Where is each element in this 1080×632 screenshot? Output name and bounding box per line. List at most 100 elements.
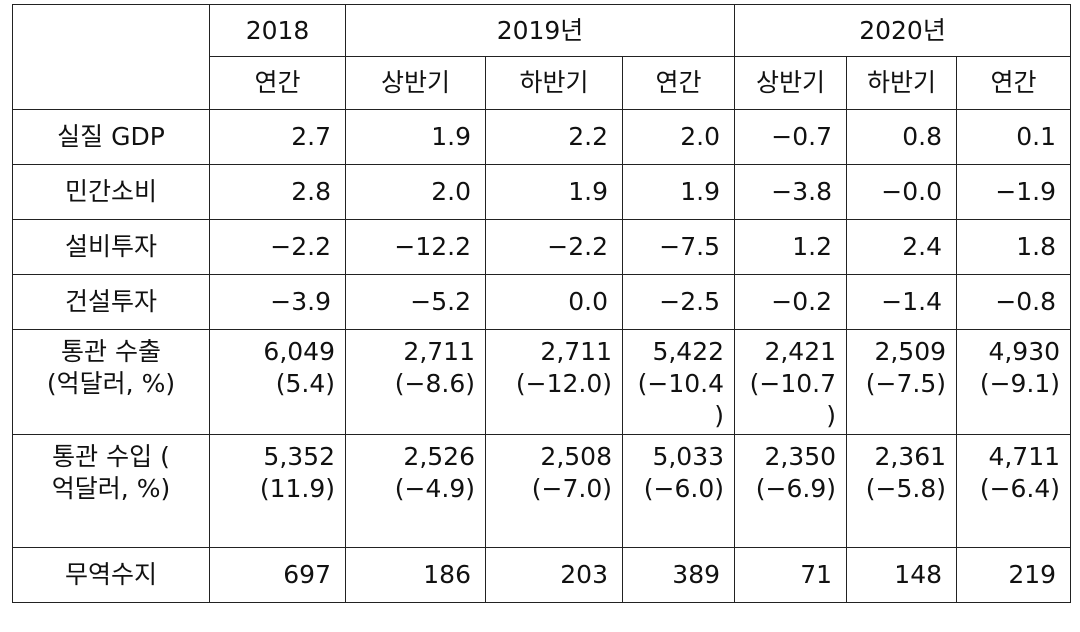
value-line: 186	[423, 560, 471, 589]
value-line: −0.0	[881, 177, 943, 206]
period-header: 연간	[209, 56, 346, 110]
value-cell: −5.2	[345, 274, 486, 330]
value-cell: 2,421 (−10.7)	[734, 329, 848, 435]
value-cell: 0.1	[956, 109, 1072, 165]
value-cell: −3.9	[209, 274, 346, 330]
value-cell: 4,711 (−6.4)	[956, 434, 1072, 548]
value-line: 219	[1008, 560, 1057, 589]
value-cell: 2.0	[621, 109, 736, 165]
value-cell: 2.0	[345, 164, 486, 220]
value-line: 2.0	[431, 177, 471, 206]
value-line: 697	[283, 560, 331, 589]
value-cell: 6,049 (5.4)	[209, 329, 346, 435]
value-cell: −0.0	[846, 164, 958, 220]
value-cell: 2,361 (−5.8)	[846, 434, 958, 548]
row-label-line: 실질 GDP	[57, 122, 165, 151]
value-cell: 71	[734, 547, 848, 603]
value-line: (−10.7	[749, 369, 837, 398]
value-cell: 2,711 (−12.0)	[485, 329, 623, 435]
value-line: −3.9	[270, 287, 331, 316]
corner-cell	[12, 4, 210, 110]
row-label: 건설투자	[12, 274, 210, 330]
value-line: )	[714, 401, 725, 430]
value-line: 2.0	[680, 122, 721, 151]
value-cell: −1.4	[846, 274, 958, 330]
value-cell: 2.7	[209, 109, 346, 165]
value-line: 1.2	[792, 232, 833, 261]
row-label-line: (억달러, %)	[46, 369, 176, 398]
row-label-line: 통관 수출	[61, 337, 161, 366]
value-line: 1.9	[568, 177, 608, 206]
period-header: 하반기	[846, 56, 958, 110]
value-cell: 0.0	[485, 274, 623, 330]
value-cell: 2,350 (−6.9)	[734, 434, 848, 548]
table-body: 실질 GDP 2.7 1.9 2.2 2.0 −0.7 0.8 0.1 민간소비 2.8 2.0 1.…	[12, 109, 1072, 603]
value-cell: 5,352 (11.9)	[209, 434, 346, 548]
value-line: −7.5	[659, 232, 721, 261]
value-cell: 186	[345, 547, 486, 603]
value-line: (−9.1)	[979, 369, 1061, 398]
value-line: 2,711	[540, 337, 612, 366]
value-cell: 0.8	[846, 109, 958, 165]
value-cell: −1.9	[956, 164, 1072, 220]
row-label-line: 억달러, %)	[51, 474, 171, 503]
value-line: −3.8	[771, 177, 833, 206]
value-line: 5,422	[652, 337, 725, 366]
value-cell: 2.2	[485, 109, 623, 165]
value-line: 2.8	[291, 177, 331, 206]
table-row: 실질 GDP 2.7 1.9 2.2 2.0 −0.7 0.8 0.1	[12, 109, 1072, 165]
value-line: 5,033	[652, 442, 725, 471]
period-header: 연간	[621, 56, 736, 110]
value-line: (−7.0)	[531, 474, 612, 503]
value-line: −0.8	[995, 287, 1057, 316]
value-line: 71	[800, 560, 833, 589]
value-line: 203	[560, 560, 608, 589]
period-header: 하반기	[485, 56, 623, 110]
value-line: (−10.4	[637, 369, 725, 398]
row-label-line: 무역수지	[64, 560, 157, 589]
value-cell: −2.5	[621, 274, 736, 330]
year-header-row: 2018 2019년 2020년	[12, 4, 1072, 110]
value-cell: 2.4	[846, 219, 958, 275]
period-header: 상반기	[345, 56, 486, 110]
row-label: 설비투자	[12, 219, 210, 275]
value-line: −5.2	[410, 287, 471, 316]
value-cell: −2.2	[209, 219, 346, 275]
value-line: (−8.6)	[394, 369, 475, 398]
year-header-2019: 2019년	[344, 4, 736, 57]
row-label-line: 통관 수입 (	[52, 442, 170, 471]
value-line: 5,352	[263, 442, 335, 471]
row-label: 실질 GDP	[12, 109, 210, 165]
year-header-2020: 2020년	[734, 4, 1072, 57]
value-line: (−6.4)	[979, 474, 1061, 503]
value-cell: 2,509 (−7.5)	[846, 329, 958, 435]
value-line: 2,421	[764, 337, 837, 366]
row-label: 무역수지	[12, 547, 210, 603]
value-line: 0.1	[1016, 122, 1057, 151]
value-line: (5.4)	[275, 369, 335, 398]
table-row: 무역수지 697 186 203 389 71 148 219	[12, 547, 1072, 603]
value-line: 1.9	[680, 177, 721, 206]
value-line: 0.0	[568, 287, 608, 316]
year-header-2018: 2018	[209, 4, 346, 57]
period-header: 연간	[956, 56, 1072, 110]
table-row: 건설투자 −3.9 −5.2 0.0 −2.5 −0.2 −1.4 −0.8	[12, 274, 1072, 330]
value-cell: 1.9	[621, 164, 736, 220]
value-line: 2.2	[568, 122, 608, 151]
table-row: 민간소비 2.8 2.0 1.9 1.9 −3.8 −0.0 −1.9	[12, 164, 1072, 220]
row-label: 통관 수입 ( 억달러, %)	[12, 434, 210, 548]
value-line: 148	[894, 560, 943, 589]
value-line: −0.2	[771, 287, 833, 316]
value-cell: 2.8	[209, 164, 346, 220]
value-line: 0.8	[902, 122, 943, 151]
value-cell: −3.8	[734, 164, 848, 220]
value-cell: 2,711 (−8.6)	[345, 329, 486, 435]
value-cell: 148	[846, 547, 958, 603]
value-cell: −0.8	[956, 274, 1072, 330]
value-line: −12.2	[394, 232, 471, 261]
row-label-line: 건설투자	[64, 287, 157, 316]
value-line: 4,711	[988, 442, 1061, 471]
value-line: (11.9)	[259, 474, 335, 503]
value-line: 2.4	[902, 232, 943, 261]
value-cell: −7.5	[621, 219, 736, 275]
